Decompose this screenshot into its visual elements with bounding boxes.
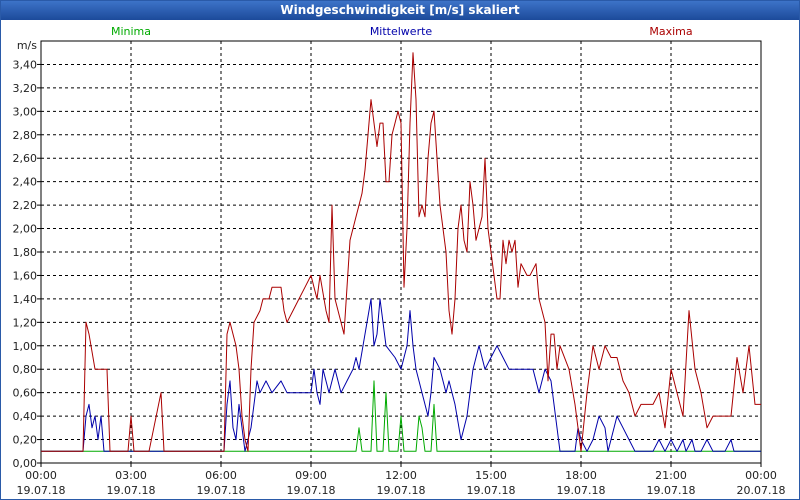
x-tick-date-label: 19.07.18 xyxy=(647,484,696,497)
y-tick-label: 2,80 xyxy=(13,129,38,142)
y-tick-label: 0,40 xyxy=(13,410,38,423)
legend-entry-mittelwerte: Mittelwerte xyxy=(370,25,433,38)
x-tick-time-label: 12:00 xyxy=(385,469,417,482)
y-tick-label: 0,20 xyxy=(13,434,38,447)
axes: 0,00 0,20 0,40 0,60 0,80 1,00 1,20 1,40 1,60 1,80… xyxy=(13,39,786,497)
x-tick-date-label: 19.07.18 xyxy=(377,484,426,497)
x-tick-date-label: 19.07.18 xyxy=(467,484,516,497)
y-tick-label: 2,20 xyxy=(13,199,38,212)
x-tick-time-label: 21:00 xyxy=(655,469,687,482)
y-tick-label: 2,40 xyxy=(13,176,38,189)
series-lines xyxy=(41,52,761,452)
x-tick-date-label: 19.07.18 xyxy=(17,484,66,497)
y-axis-label: m/s xyxy=(17,39,37,52)
x-tick-date-label: 19.07.18 xyxy=(107,484,156,497)
y-tick-label: 1,00 xyxy=(13,340,38,353)
y-tick-label: 1,80 xyxy=(13,246,38,259)
x-tick-date-label: 20.07.18 xyxy=(737,484,786,497)
y-tick-label: 3,20 xyxy=(13,82,38,95)
y-tick-label: 2,60 xyxy=(13,152,38,165)
series-line-minima xyxy=(41,380,761,452)
y-tick-label: 2,00 xyxy=(13,223,38,236)
x-tick-time-label: 00:00 xyxy=(745,469,777,482)
legend-entry-maxima: Maxima xyxy=(649,25,692,38)
grid xyxy=(41,41,761,463)
x-tick-time-label: 06:00 xyxy=(205,469,237,482)
series-line-maxima xyxy=(41,52,761,452)
window-title: Windgeschwindigkeit [m/s] skaliert xyxy=(1,1,799,20)
y-tick-label: 0,00 xyxy=(13,457,38,470)
x-tick-date-label: 19.07.18 xyxy=(197,484,246,497)
x-tick-time-label: 15:00 xyxy=(475,469,507,482)
y-tick-label: 0,60 xyxy=(13,387,38,400)
x-tick-time-label: 09:00 xyxy=(295,469,327,482)
y-tick-label: 3,40 xyxy=(13,58,38,71)
y-tick-label: 1,40 xyxy=(13,293,38,306)
legend: Minima Mittelwerte Maxima xyxy=(111,25,693,38)
y-tick-label: 0,80 xyxy=(13,363,38,376)
series-line-mittelwerte xyxy=(41,298,761,452)
y-tick-label: 1,60 xyxy=(13,269,38,282)
y-tick-label: 1,20 xyxy=(13,316,38,329)
x-tick-date-label: 19.07.18 xyxy=(287,484,336,497)
plot-border xyxy=(40,40,762,464)
x-tick-time-label: 00:00 xyxy=(25,469,57,482)
x-tick-date-label: 19.07.18 xyxy=(557,484,606,497)
y-tick-label: 3,00 xyxy=(13,105,38,118)
x-tick-time-label: 03:00 xyxy=(115,469,147,482)
legend-entry-minima: Minima xyxy=(111,25,151,38)
x-tick-time-label: 18:00 xyxy=(565,469,597,482)
